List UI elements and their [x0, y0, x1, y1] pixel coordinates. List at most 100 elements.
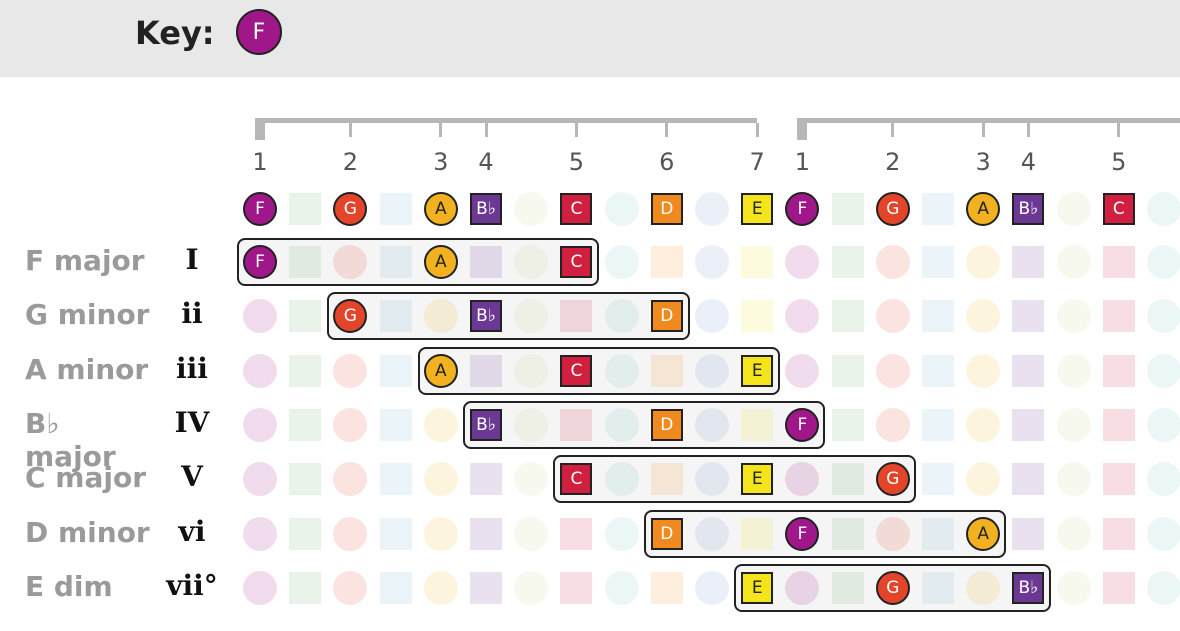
chord-name: E dim [25, 570, 113, 603]
chord-note-e: E [741, 463, 774, 495]
ghost-note [289, 409, 322, 441]
ghost-note [243, 408, 277, 442]
ghost-note [1056, 462, 1091, 496]
ghost-note [1056, 571, 1091, 605]
ghost-note [875, 354, 910, 388]
ghost-note [695, 354, 729, 388]
chord-note-g: G [333, 299, 368, 333]
ghost-note [514, 354, 549, 388]
ghost-note [560, 572, 593, 604]
scale-degree-number: 5 [1111, 148, 1127, 176]
ruler-tick [981, 123, 985, 137]
ghost-note [604, 408, 639, 442]
ghost-note [695, 299, 729, 333]
ghost-note [1012, 518, 1045, 550]
chord-name: G minor [25, 298, 150, 331]
scale-note-g: G [333, 192, 368, 226]
ghost-note [922, 355, 954, 387]
ghost-note [379, 518, 412, 550]
key-note-badge: F [236, 9, 282, 55]
scale-ruler [798, 118, 1180, 123]
ghost-note [785, 245, 820, 279]
ghost-note [333, 462, 368, 496]
scale-degree-number: 2 [342, 148, 359, 176]
ghost-note [514, 299, 549, 333]
ghost-note [831, 355, 864, 387]
ghost-note [650, 463, 683, 495]
roman-numeral: vi [178, 515, 206, 548]
ghost-note [604, 354, 639, 388]
ghost-note [1102, 572, 1135, 604]
scale-note-a: A [423, 192, 458, 226]
ghost-note [966, 462, 1001, 496]
roman-numeral: ii [181, 297, 203, 330]
ghost-note [514, 462, 549, 496]
ghost-note [650, 355, 683, 387]
chord-name: B♭ major [25, 407, 116, 473]
ruler-tick [665, 123, 669, 137]
ghost-note [922, 300, 954, 332]
ghost-note [695, 408, 729, 442]
scale-degree-number: 2 [885, 148, 901, 176]
ghost-note [333, 517, 368, 551]
ruler-tick [439, 123, 443, 137]
ghost-note [922, 463, 954, 495]
chord-note-g: G [875, 571, 910, 605]
ghost-note [1012, 246, 1045, 278]
scale-note-bb: B♭ [470, 193, 502, 225]
scale-degree-number: 5 [568, 148, 585, 176]
ghost-note [785, 462, 820, 496]
ghost-note [695, 517, 729, 551]
scale-note-c: C [560, 193, 593, 225]
ghost-note [423, 571, 458, 605]
chromatic-slot [379, 193, 412, 225]
ghost-note [741, 300, 774, 332]
ghost-note [289, 355, 322, 387]
chord-note-a: A [966, 517, 1001, 551]
chord-note-d: D [650, 409, 683, 441]
chord-note-bb: B♭ [470, 300, 502, 332]
ghost-note [1147, 299, 1180, 333]
chord-note-c: C [560, 246, 593, 278]
ghost-note [604, 245, 639, 279]
chord-note-d: D [650, 518, 683, 550]
ghost-note [650, 572, 683, 604]
ghost-note [785, 354, 820, 388]
scale-degree-number: 3 [975, 148, 991, 176]
chromatic-slot [1056, 192, 1091, 226]
chord-note-a: A [423, 245, 458, 279]
ghost-note [966, 408, 1001, 442]
ghost-note [1147, 571, 1180, 605]
scale-note-a: A [966, 192, 1001, 226]
ghost-note [470, 518, 502, 550]
ghost-note [695, 462, 729, 496]
chord-note-bb: B♭ [1012, 572, 1045, 604]
ghost-note [423, 517, 458, 551]
key-label: Key: [135, 14, 215, 52]
ghost-note [423, 462, 458, 496]
chord-note-a: A [423, 354, 458, 388]
chord-note-e: E [741, 355, 774, 387]
ghost-note [1012, 300, 1045, 332]
ghost-note [875, 299, 910, 333]
ruler-tick [574, 123, 578, 137]
ruler-cap [797, 118, 808, 140]
ghost-note [1056, 299, 1091, 333]
chord-highlight-box [463, 401, 826, 449]
ghost-note [785, 299, 820, 333]
ruler-tick [1026, 123, 1030, 137]
chord-highlight-box [553, 455, 916, 503]
ghost-note [379, 572, 412, 604]
ghost-note [831, 246, 864, 278]
scale-note-f: F [243, 192, 277, 226]
ghost-note [560, 518, 593, 550]
scale-note-e: E [741, 193, 774, 225]
scale-note-d: D [650, 193, 683, 225]
ghost-note [741, 518, 774, 550]
roman-numeral: IV [174, 406, 210, 439]
roman-numeral: iii [176, 352, 208, 385]
scale-degree-number: 4 [478, 148, 494, 176]
ghost-note [695, 245, 729, 279]
ghost-note [470, 246, 502, 278]
ghost-note [1102, 300, 1135, 332]
